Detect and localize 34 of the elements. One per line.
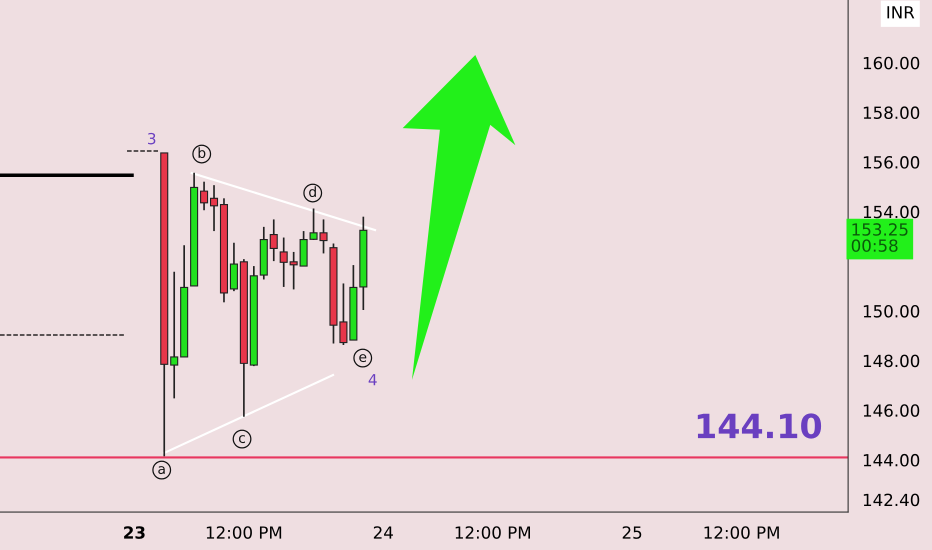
candlestick xyxy=(339,282,348,346)
y-tick-label: 142.40 xyxy=(864,494,920,506)
y-tick-label: 148.00 xyxy=(864,354,920,368)
annotation: a xyxy=(158,466,165,474)
annotation: e xyxy=(359,354,366,362)
candlestick xyxy=(290,251,298,290)
candlestick xyxy=(329,242,338,344)
y-tick-label: 150.00 xyxy=(864,304,920,318)
annotation: 3 xyxy=(148,132,156,144)
text: 153.25 00:58 xyxy=(852,223,908,252)
annotation: c xyxy=(238,435,245,444)
x-tick-label: 23 xyxy=(124,526,145,539)
y-tick-label: 158.00 xyxy=(864,106,920,120)
y-axis-title: INR xyxy=(887,6,914,18)
y-tick-label: 144.00 xyxy=(864,454,920,466)
x-tick-label: 12:00 PM xyxy=(456,526,530,539)
annotation: d xyxy=(309,186,316,198)
candlestick xyxy=(220,197,228,304)
candlestick xyxy=(210,184,218,232)
y-tick-label: 146.00 xyxy=(864,404,920,417)
candlestick xyxy=(200,180,208,212)
x-tick-label: 25 xyxy=(622,526,642,539)
x-tick-label: 12:00 PM xyxy=(704,526,779,539)
y-tick-label: 154.00 xyxy=(864,206,920,218)
x-tick-label: 12:00 PM xyxy=(206,526,282,539)
candlestick xyxy=(280,236,288,288)
x-tick-label: 24 xyxy=(374,526,393,539)
ref-line-label: 144.10 xyxy=(698,413,822,439)
candlestick xyxy=(319,218,328,254)
annotation: 4 xyxy=(368,374,377,386)
candlestick xyxy=(359,216,368,311)
y-tick-label: 156.00 xyxy=(864,156,920,169)
y-tick-label: 160.00 xyxy=(864,56,920,70)
annotation: b xyxy=(198,147,206,158)
